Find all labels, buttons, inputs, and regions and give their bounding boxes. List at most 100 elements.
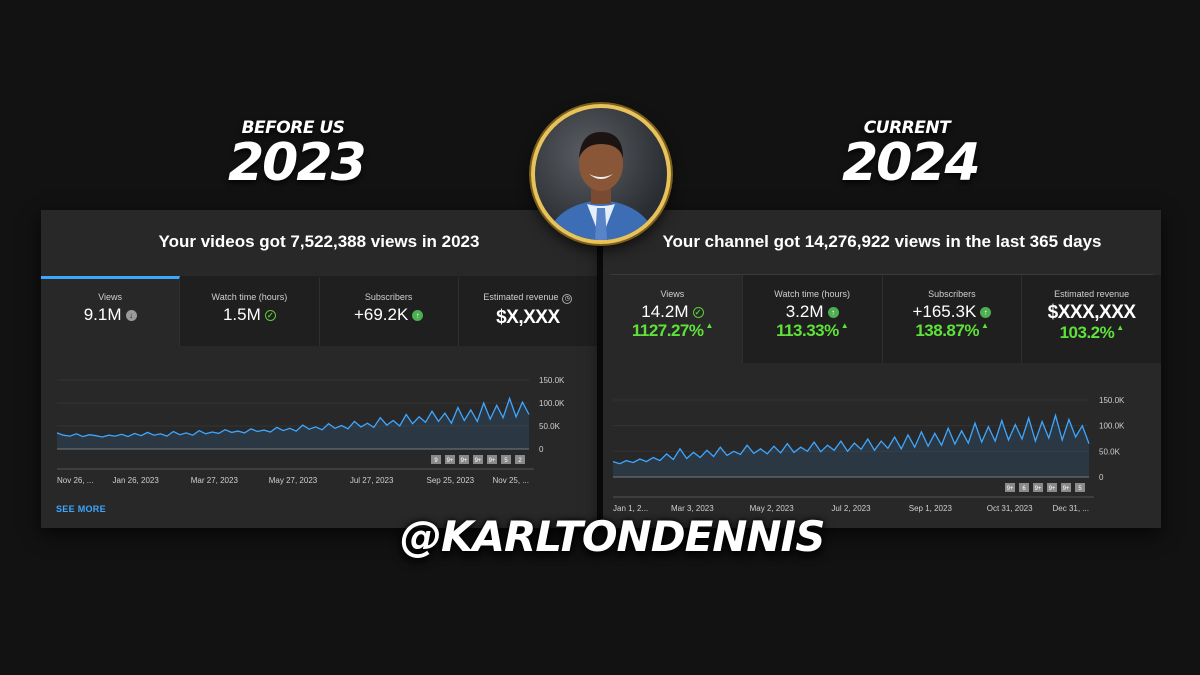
video-marker-label: 6: [1022, 486, 1026, 492]
check-icon: ✓: [692, 306, 704, 318]
left-year: 2023: [228, 133, 367, 193]
tab-views[interactable]: Views 14.2M ✓ 1127.27% ▲: [603, 275, 743, 363]
x-tick-label: Dec 31, ...: [1053, 504, 1089, 513]
metric-label: Watch time (hours): [211, 292, 288, 302]
metric-label: Estimated revenue: [1054, 289, 1130, 299]
metric-value: 9.1M: [83, 305, 122, 324]
up-arrow-icon: ↑: [980, 306, 992, 318]
metric-change: 103.2%: [1059, 323, 1115, 342]
x-tick-label: Jan 1, 2...: [613, 504, 648, 513]
tab-subscribers[interactable]: Subscribers +165.3K ↑ 138.87% ▲: [882, 275, 1023, 363]
metric-value: 14.2M: [641, 302, 689, 321]
views-chart-2024: 150.0K 100.0K 50.0K 0 9+ 6 9+ 9+ 9+ 5 Jan 1, 2... M…: [609, 386, 1157, 522]
tab-watch-time[interactable]: Watch time (hours) 3.2M ↑ 113.33% ▲: [742, 275, 883, 363]
video-marker[interactable]: [1047, 483, 1057, 492]
y-tick-label: 150.0K: [1099, 396, 1125, 405]
video-marker-label: 9+: [489, 458, 496, 464]
portrait-image: [545, 132, 657, 240]
y-tick-label: 0: [539, 445, 544, 454]
tab-estimated-revenue[interactable]: Estimated revenue ◷ $X,XXX: [458, 276, 597, 346]
x-tick-label: Mar 27, 2023: [191, 476, 239, 485]
video-marker-label: 9+: [461, 458, 468, 464]
x-tick-label: Oct 31, 2023: [987, 504, 1033, 513]
video-marker[interactable]: [501, 455, 511, 464]
up-arrow-icon: ↑: [412, 309, 424, 321]
series-area: [57, 398, 529, 449]
video-marker-label: 9+: [1007, 486, 1014, 492]
video-marker[interactable]: [473, 455, 483, 464]
triangle-up-icon: ▲: [705, 321, 713, 330]
y-tick-label: 100.0K: [1099, 422, 1125, 431]
video-marker[interactable]: [431, 455, 441, 464]
metric-label: Estimated revenue: [483, 292, 559, 302]
metric-tabs: Views 14.2M ✓ 1127.27% ▲ Watch time (hours…: [603, 274, 1161, 363]
tab-watch-time[interactable]: Watch time (hours) 1.5M ✓: [180, 276, 320, 346]
video-marker[interactable]: [1019, 483, 1029, 492]
video-marker[interactable]: [487, 455, 497, 464]
metric-label: Views: [98, 292, 123, 302]
x-tick-label: Jul 2, 2023: [831, 504, 871, 513]
avatar: [531, 104, 671, 244]
video-marker-label: 5: [1078, 486, 1082, 492]
y-tick-label: 0: [1099, 473, 1104, 482]
y-tick-label: 50.0K: [1099, 447, 1121, 456]
see-more-link[interactable]: SEE MORE: [56, 504, 106, 514]
y-tick-label: 100.0K: [539, 399, 565, 408]
check-icon: ✓: [264, 309, 276, 321]
analytics-panel-2023: Your videos got 7,522,388 views in 2023 …: [41, 210, 597, 528]
x-tick-label: Mar 3, 2023: [671, 504, 714, 513]
y-tick-label: 50.0K: [539, 422, 561, 431]
series-line: [56, 396, 530, 438]
metric-value: 3.2M: [785, 302, 824, 321]
right-kicker: CURRENT: [863, 118, 951, 138]
x-tick-label: Sep 1, 2023: [909, 504, 953, 513]
metric-label: Subscribers: [364, 292, 413, 302]
triangle-up-icon: ▲: [840, 321, 849, 330]
video-marker-label: 9: [434, 458, 438, 464]
series-area: [613, 415, 1089, 477]
tab-subscribers[interactable]: Subscribers +69.2K ↑: [319, 276, 459, 346]
metric-value: $X,XXX: [496, 306, 560, 328]
triangle-up-icon: ▲: [980, 321, 989, 330]
metric-value: $XXX,XXX: [1047, 302, 1136, 323]
analytics-panel-2024: Your channel got 14,276,922 views in the…: [603, 210, 1161, 528]
video-marker[interactable]: [1033, 483, 1043, 492]
video-marker-label: 5: [504, 458, 508, 464]
video-marker[interactable]: [515, 455, 525, 464]
right-heading: CURRENT 2024: [842, 118, 981, 193]
video-marker-label: 9+: [1063, 486, 1070, 492]
x-tick-label: Jul 27, 2023: [350, 476, 394, 485]
x-tick-label: May 2, 2023: [750, 504, 795, 513]
metric-tabs: Views 9.1M ↓ Watch time (hours) 1.5M ✓ Sub…: [41, 276, 597, 346]
panel-title: Your channel got 14,276,922 views in the…: [662, 232, 1102, 251]
series-line: [612, 413, 1090, 465]
right-year: 2024: [842, 133, 981, 193]
x-tick-label: Nov 25, ...: [493, 476, 529, 485]
video-marker[interactable]: [445, 455, 455, 464]
video-marker[interactable]: [1075, 483, 1085, 492]
metric-value: +69.2K: [353, 305, 409, 324]
left-kicker: BEFORE US: [241, 118, 345, 138]
video-marker-label: 9+: [447, 458, 454, 464]
left-heading: BEFORE US 2023: [228, 118, 367, 193]
x-tick-label: Sep 25, 2023: [427, 476, 475, 485]
x-tick-label: Nov 26, ...: [57, 476, 93, 485]
tab-views[interactable]: Views 9.1M ↓: [41, 276, 181, 346]
metric-label: Watch time (hours): [774, 289, 850, 299]
video-marker[interactable]: [1005, 483, 1015, 492]
tab-estimated-revenue[interactable]: Estimated revenue $XXX,XXX 103.2% ▲: [1022, 275, 1161, 363]
metric-value: +165.3K: [912, 302, 977, 321]
y-tick-label: 150.0K: [539, 376, 565, 385]
views-chart-2023: 150.0K 100.0K 50.0K 0 9 9+ 9+ 9+ 9+ 5 2 Nov 26, ...…: [53, 370, 589, 500]
video-marker-label: 9+: [475, 458, 482, 464]
video-marker-label: 9+: [1049, 486, 1056, 492]
video-marker-label: 2: [518, 458, 522, 464]
metric-change: 138.87%: [915, 321, 979, 340]
channel-handle: @KARLTONDENNIS: [400, 512, 825, 561]
up-arrow-icon: ↑: [827, 306, 839, 318]
clock-icon: ◷: [562, 293, 573, 304]
video-marker[interactable]: [459, 455, 469, 464]
video-marker[interactable]: [1061, 483, 1071, 492]
metric-value: 1.5M: [222, 305, 261, 324]
metric-label: Views: [660, 289, 685, 299]
